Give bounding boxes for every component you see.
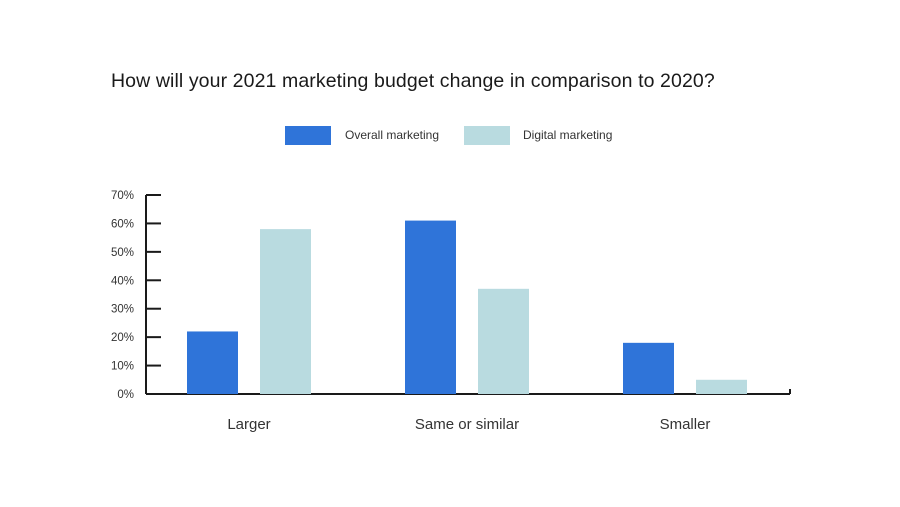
chart-title: How will your 2021 marketing budget chan… bbox=[111, 70, 715, 92]
y-tick-label: 70% bbox=[111, 190, 134, 202]
legend-swatch-digital bbox=[464, 126, 510, 145]
legend-label-digital: Digital marketing bbox=[523, 128, 613, 142]
bar bbox=[696, 379, 747, 394]
x-category-label: Same or similar bbox=[415, 416, 519, 433]
bar bbox=[405, 220, 456, 394]
legend-swatch-overall bbox=[285, 126, 331, 145]
y-tick-label: 0% bbox=[117, 389, 134, 401]
y-tick-label: 60% bbox=[111, 218, 134, 230]
x-category-label: Larger bbox=[227, 416, 270, 433]
y-tick-label: 30% bbox=[111, 304, 134, 316]
y-tick-label: 20% bbox=[111, 332, 134, 344]
bar bbox=[187, 331, 238, 394]
x-category-label: Smaller bbox=[660, 416, 711, 433]
bar bbox=[623, 342, 674, 394]
y-tick-label: 10% bbox=[111, 361, 134, 373]
y-tick-label: 40% bbox=[111, 275, 134, 287]
bar bbox=[478, 288, 529, 394]
y-tick-label: 50% bbox=[111, 247, 134, 259]
bar bbox=[260, 229, 311, 394]
legend-label-overall: Overall marketing bbox=[345, 128, 440, 142]
